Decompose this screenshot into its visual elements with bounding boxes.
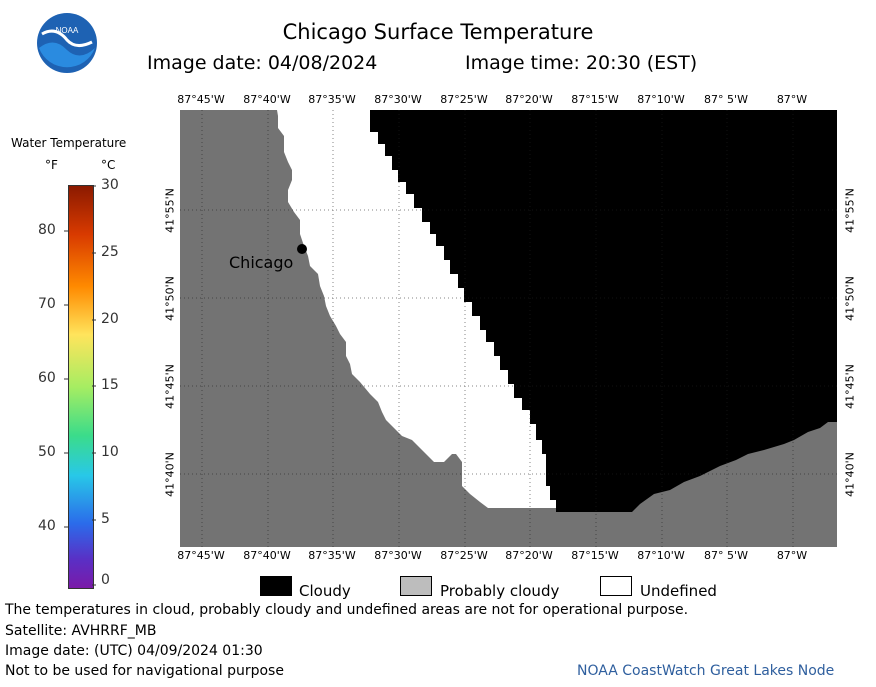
lat-left-label: 41°45'N xyxy=(163,364,177,409)
noaa-logo: NOAA xyxy=(37,13,97,73)
lon-bottom-label: 87°25'W xyxy=(440,549,488,562)
probably-cloudy-label: Probably cloudy xyxy=(440,582,560,600)
lon-top-label: 87°45'W xyxy=(177,93,225,106)
c-tick-15: 15 xyxy=(101,377,119,393)
lat-right-label: 41°40'N xyxy=(843,452,857,497)
temperature-color-bar xyxy=(68,185,94,589)
probably-cloudy-swatch xyxy=(400,576,432,596)
lon-bottom-label: 87°45'W xyxy=(177,549,225,562)
c-tick-5: 5 xyxy=(101,511,110,527)
lat-left-label: 41°55'N xyxy=(163,188,177,233)
fahrenheit-label: °F xyxy=(45,158,58,172)
scale-ticks xyxy=(64,185,96,586)
city-label: Chicago xyxy=(229,253,294,272)
lon-bottom-label: 87°10'W xyxy=(637,549,685,562)
lon-top-label: 87°20'W xyxy=(505,93,553,106)
image-time: Image time: 20:30 (EST) xyxy=(465,52,698,74)
lon-bottom-label: 87°15'W xyxy=(571,549,619,562)
disclaimer-text: The temperatures in cloud, probably clou… xyxy=(5,602,689,618)
lat-right-label: 41°50'N xyxy=(843,276,857,321)
lon-top-label: 87°15'W xyxy=(571,93,619,106)
lat-right-label: 41°45'N xyxy=(843,364,857,409)
lon-bottom-label: 87°20'W xyxy=(505,549,553,562)
image-date: Image date: 04/08/2024 xyxy=(147,52,378,74)
c-tick-0: 0 xyxy=(101,572,110,588)
lon-bottom-label: 87° 5'W xyxy=(704,549,748,562)
svg-text:NOAA: NOAA xyxy=(56,26,79,35)
lon-bottom-label: 87°30'W xyxy=(374,549,422,562)
lon-top-label: 87°W xyxy=(776,93,808,106)
satellite-text: Satellite: AVHRRF_MB xyxy=(5,623,157,639)
page-title: Chicago Surface Temperature xyxy=(282,20,594,44)
chicago-marker xyxy=(297,244,307,254)
lon-bottom-label: 87°40'W xyxy=(243,549,291,562)
lon-top-label: 87°40'W xyxy=(243,93,291,106)
cloudy-swatch xyxy=(260,576,292,596)
satellite-map xyxy=(180,110,837,547)
lon-top-label: 87° 5'W xyxy=(704,93,748,106)
lat-left-label: 41°40'N xyxy=(163,452,177,497)
f-tick-50: 50 xyxy=(38,444,56,460)
lon-top-label: 87°10'W xyxy=(637,93,685,106)
c-tick-25: 25 xyxy=(101,244,119,260)
c-tick-30: 30 xyxy=(101,177,119,193)
f-tick-40: 40 xyxy=(38,518,56,534)
lat-left-label: 41°50'N xyxy=(163,276,177,321)
scale-title: Water Temperature xyxy=(11,136,127,150)
lat-right-label: 41°55'N xyxy=(843,188,857,233)
f-tick-80: 80 xyxy=(38,222,56,238)
c-tick-20: 20 xyxy=(101,311,119,327)
lon-top-label: 87°25'W xyxy=(440,93,488,106)
nav-warning-text: Not to be used for navigational purpose xyxy=(5,663,284,679)
lon-top-label: 87°35'W xyxy=(308,93,356,106)
credit-text: NOAA CoastWatch Great Lakes Node xyxy=(577,663,835,679)
graticule xyxy=(180,110,837,547)
lon-bottom-label: 87°W xyxy=(776,549,808,562)
f-tick-60: 60 xyxy=(38,370,56,386)
undefined-label: Undefined xyxy=(640,582,717,600)
utc-date-text: Image date: (UTC) 04/09/2024 01:30 xyxy=(5,643,263,659)
f-tick-70: 70 xyxy=(38,296,56,312)
celsius-label: °C xyxy=(101,158,116,172)
c-tick-10: 10 xyxy=(101,444,119,460)
cloudy-label: Cloudy xyxy=(299,582,351,600)
lon-bottom-label: 87°35'W xyxy=(308,549,356,562)
lon-top-label: 87°30'W xyxy=(374,93,422,106)
undefined-swatch xyxy=(600,576,632,596)
